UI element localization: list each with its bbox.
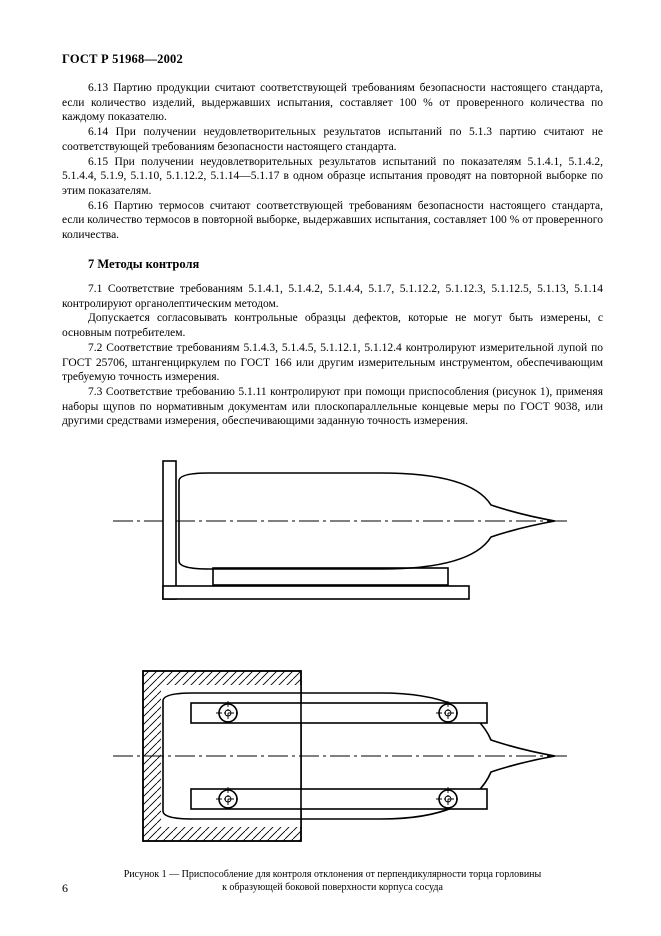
- page-number: 6: [62, 881, 68, 896]
- figure-1-drawing: [93, 441, 573, 861]
- paragraph-7-3: 7.3 Соответствие требованию 5.1.11 контр…: [62, 385, 603, 429]
- standard-id: ГОСТ Р 51968—2002: [62, 52, 603, 67]
- paragraph-6-15: 6.15 При получении неудовлетворительных …: [62, 155, 603, 199]
- figure-1-caption-line1: Рисунок 1 — Приспособление для контроля …: [124, 869, 542, 880]
- figure-1: Рисунок 1 — Приспособление для контроля …: [62, 441, 603, 894]
- figure-1-caption-line2: к образующей боковой поверхности корпуса…: [222, 882, 443, 893]
- paragraph-6-13: 6.13 Партию продукции считают соответств…: [62, 81, 603, 125]
- paragraph-7-1b: Допускается согласовывать контрольные об…: [62, 311, 603, 340]
- figure-1-caption: Рисунок 1 — Приспособление для контроля …: [124, 869, 542, 894]
- paragraph-7-1a: 7.1 Соответствие требованиям 5.1.4.1, 5.…: [62, 282, 603, 311]
- paragraph-7-2: 7.2 Соответствие требованиям 5.1.4.3, 5.…: [62, 341, 603, 385]
- paragraph-6-16: 6.16 Партию термосов считают соответству…: [62, 199, 603, 243]
- paragraph-6-14: 6.14 При получении неудовлетворительных …: [62, 125, 603, 154]
- section-7-heading: 7 Методы контроля: [88, 257, 603, 272]
